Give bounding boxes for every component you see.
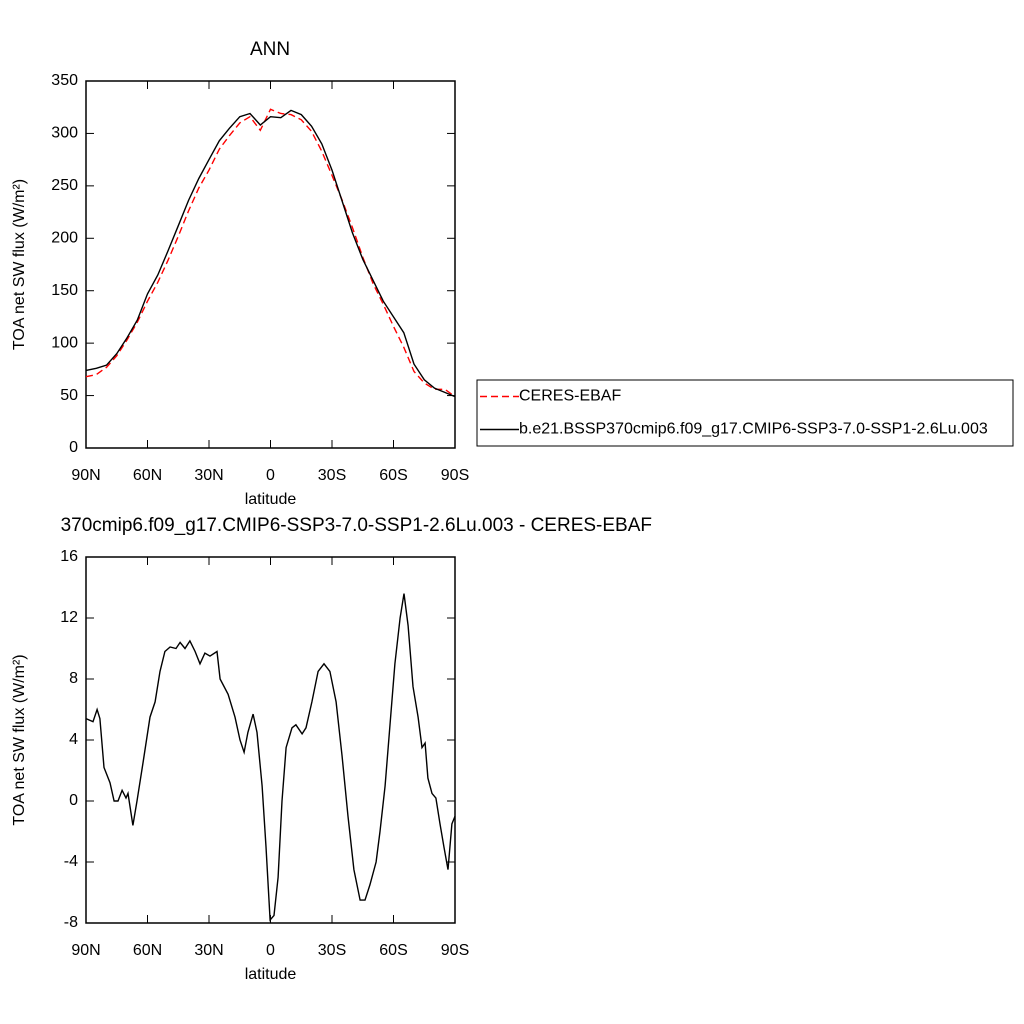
- x-tick-label: 60S: [379, 467, 407, 484]
- x-tick-label: 0: [266, 467, 275, 484]
- x-tick-label: 60N: [133, 467, 162, 484]
- y-tick-label: 0: [69, 792, 78, 809]
- x-tick-label: 30N: [194, 467, 223, 484]
- legend-label: CERES-EBAF: [519, 388, 621, 405]
- y-tick-label: -4: [64, 853, 78, 870]
- y-tick-label: 150: [51, 282, 78, 299]
- y-tick-label: 16: [60, 548, 78, 565]
- x-axis-label: latitude: [245, 491, 297, 508]
- y-tick-label: -8: [64, 914, 78, 931]
- y-axis-label: TOA net SW flux (W/m²): [11, 179, 28, 350]
- x-tick-label: 60N: [133, 942, 162, 959]
- x-tick-label: 0: [266, 942, 275, 959]
- x-tick-label: 90S: [441, 467, 469, 484]
- legend-box: [476, 379, 1014, 447]
- y-tick-label: 300: [51, 125, 78, 142]
- x-tick-label: 30S: [318, 942, 346, 959]
- chart-title: ANN: [250, 39, 290, 60]
- y-tick-label: 12: [60, 609, 78, 626]
- x-tick-label: 90N: [71, 467, 100, 484]
- x-tick-label: 60S: [379, 942, 407, 959]
- y-tick-label: 8: [69, 670, 78, 687]
- y-tick-label: 350: [51, 72, 78, 89]
- legend-label: b.e21.BSSP370cmip6.f09_g17.CMIP6-SSP3-7.…: [519, 421, 988, 438]
- y-tick-label: 250: [51, 177, 78, 194]
- plot-frame: [85, 556, 456, 924]
- chart-title: 370cmip6.f09_g17.CMIP6-SSP3-7.0-SSP1-2.6…: [61, 515, 652, 536]
- y-tick-label: 0: [69, 439, 78, 456]
- x-tick-label: 30N: [194, 942, 223, 959]
- y-axis-label: TOA net SW flux (W/m²): [11, 654, 28, 825]
- x-tick-label: 90S: [441, 942, 469, 959]
- y-tick-label: 50: [60, 387, 78, 404]
- y-tick-label: 100: [51, 334, 78, 351]
- plot-frame: [85, 80, 456, 449]
- y-tick-label: 200: [51, 230, 78, 247]
- data-line: [85, 109, 456, 398]
- x-tick-label: 90N: [71, 942, 100, 959]
- y-tick-label: 4: [69, 731, 78, 748]
- data-line: [85, 593, 456, 922]
- x-tick-label: 30S: [318, 467, 346, 484]
- x-axis-label: latitude: [245, 966, 297, 983]
- data-line: [85, 108, 456, 398]
